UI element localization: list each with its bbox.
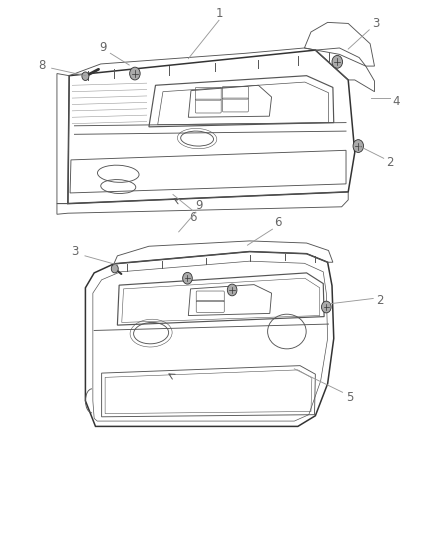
Text: 9: 9 [99, 42, 107, 54]
Circle shape [130, 67, 140, 80]
Text: 5: 5 [346, 391, 353, 403]
Text: 3: 3 [71, 245, 78, 258]
Text: 3: 3 [372, 18, 379, 30]
Text: 6: 6 [189, 211, 197, 224]
Circle shape [227, 284, 237, 296]
Text: 2: 2 [386, 156, 394, 168]
Circle shape [82, 72, 89, 80]
Circle shape [321, 301, 331, 313]
Circle shape [183, 272, 192, 284]
Text: 2: 2 [376, 294, 384, 307]
Text: 4: 4 [392, 95, 400, 108]
Text: 6: 6 [274, 216, 282, 229]
Circle shape [111, 264, 118, 273]
Circle shape [332, 55, 343, 68]
Text: 9: 9 [195, 199, 203, 212]
Text: 1: 1 [215, 7, 223, 20]
Text: 8: 8 [38, 59, 45, 71]
Circle shape [353, 140, 364, 152]
